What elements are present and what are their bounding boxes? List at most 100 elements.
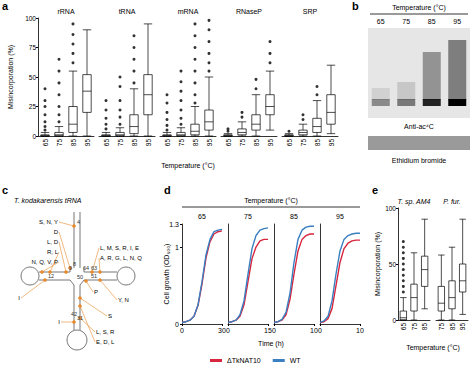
svg-text:10: 10 xyxy=(310,327,318,334)
svg-text:e: e xyxy=(372,184,378,196)
svg-text:A, R, G, L, N, Q: A, R, G, L, N, Q xyxy=(100,255,142,261)
svg-text:100: 100 xyxy=(25,15,36,22)
svg-text:10: 10 xyxy=(356,327,364,334)
svg-text:85: 85 xyxy=(290,213,298,220)
svg-text:d: d xyxy=(164,184,171,196)
svg-text:tRNA: tRNA xyxy=(119,8,136,15)
svg-text:95: 95 xyxy=(459,323,466,331)
svg-text:75: 75 xyxy=(244,213,252,220)
svg-text:65: 65 xyxy=(400,323,407,331)
svg-text:0: 0 xyxy=(392,317,396,324)
svg-text:85: 85 xyxy=(253,139,260,147)
svg-text:SRP: SRP xyxy=(303,8,318,15)
svg-text:65: 65 xyxy=(377,18,385,25)
svg-text:ΔTkNAT10: ΔTkNAT10 xyxy=(227,357,261,364)
svg-text:P: P xyxy=(94,289,98,295)
svg-text:75: 75 xyxy=(29,44,37,51)
svg-text:75: 75 xyxy=(117,139,124,147)
svg-text:65: 65 xyxy=(42,139,49,147)
svg-text:0: 0 xyxy=(175,321,179,328)
svg-text:0: 0 xyxy=(318,327,322,334)
svg-text:Cell growth (OD₆₀₀): Cell growth (OD₆₀₀) xyxy=(163,244,171,305)
svg-text:65: 65 xyxy=(164,139,171,147)
svg-text:65: 65 xyxy=(286,139,293,147)
svg-text:P. fur.: P. fur. xyxy=(443,198,461,205)
svg-text:b: b xyxy=(352,0,359,12)
svg-text:95: 95 xyxy=(267,139,274,147)
svg-text:50: 50 xyxy=(389,261,397,268)
svg-text:Temperature (°C): Temperature (°C) xyxy=(392,4,446,12)
svg-text:75: 75 xyxy=(411,323,418,331)
svg-text:95: 95 xyxy=(328,139,335,147)
svg-text:S, N, Y: S, N, Y xyxy=(39,219,58,225)
svg-text:1.3: 1.3 xyxy=(169,221,179,228)
svg-text:1: 1 xyxy=(175,244,179,251)
svg-text:WT: WT xyxy=(290,357,302,364)
svg-text:mRNA: mRNA xyxy=(178,8,199,15)
svg-text:Anti-ac⁴C: Anti-ac⁴C xyxy=(404,123,434,130)
svg-text:51: 51 xyxy=(91,273,97,279)
svg-text:4: 4 xyxy=(77,219,80,225)
svg-text:63: 63 xyxy=(91,265,97,271)
svg-text:T. sp. AM4: T. sp. AM4 xyxy=(398,198,431,206)
svg-text:95: 95 xyxy=(84,139,91,147)
svg-text:95: 95 xyxy=(206,139,213,147)
svg-text:S: S xyxy=(108,313,112,319)
svg-text:95: 95 xyxy=(453,18,461,25)
svg-text:8: 8 xyxy=(73,261,76,267)
svg-text:85: 85 xyxy=(131,139,138,147)
svg-text:E, D, L: E, D, L xyxy=(96,339,115,345)
svg-text:42: 42 xyxy=(71,311,77,317)
svg-text:Temperature (°C): Temperature (°C) xyxy=(161,162,215,170)
svg-text:N, Q, V, P: N, Q, V, P xyxy=(32,259,58,265)
svg-text:85: 85 xyxy=(421,323,428,331)
svg-text:50: 50 xyxy=(77,274,83,280)
svg-text:Ethidium bromide: Ethidium bromide xyxy=(392,157,447,164)
svg-text:Time (h): Time (h) xyxy=(258,340,284,348)
svg-text:0: 0 xyxy=(180,327,184,334)
svg-text:0: 0 xyxy=(272,327,276,334)
svg-text:T. kodakarensis tRNA: T. kodakarensis tRNA xyxy=(14,197,82,204)
svg-text:85: 85 xyxy=(70,139,77,147)
svg-text:15: 15 xyxy=(264,327,272,334)
svg-text:85: 85 xyxy=(428,18,436,25)
svg-text:Temperature (°C): Temperature (°C) xyxy=(244,197,298,205)
svg-text:65: 65 xyxy=(198,213,206,220)
svg-text:75: 75 xyxy=(402,18,410,25)
svg-text:75: 75 xyxy=(239,139,246,147)
svg-text:25: 25 xyxy=(29,103,37,110)
svg-text:64: 64 xyxy=(83,265,89,271)
svg-text:75: 75 xyxy=(178,139,185,147)
svg-text:65: 65 xyxy=(225,139,232,147)
svg-text:50: 50 xyxy=(29,74,37,81)
svg-text:L, S, R: L, S, R xyxy=(96,329,115,335)
svg-text:75: 75 xyxy=(438,323,445,331)
svg-text:a: a xyxy=(2,0,9,12)
svg-text:L, D: L, D xyxy=(47,239,59,245)
svg-text:85: 85 xyxy=(192,139,199,147)
svg-text:65: 65 xyxy=(103,139,110,147)
svg-text:0: 0 xyxy=(226,327,230,334)
svg-text:95: 95 xyxy=(145,139,152,147)
svg-text:c: c xyxy=(2,184,8,196)
svg-text:0: 0 xyxy=(32,133,36,140)
svg-text:85: 85 xyxy=(449,323,456,331)
svg-text:I: I xyxy=(18,295,20,301)
svg-text:Y, N: Y, N xyxy=(118,297,129,303)
svg-text:12: 12 xyxy=(48,273,54,279)
svg-text:D: D xyxy=(54,229,59,235)
svg-text:9: 9 xyxy=(69,265,72,271)
svg-text:Temperature (°C): Temperature (°C) xyxy=(406,344,460,352)
svg-text:R, L: R, L xyxy=(47,249,59,255)
svg-text:85: 85 xyxy=(314,139,321,147)
svg-text:rRNA: rRNA xyxy=(57,8,74,15)
svg-text:Misincorporation (%): Misincorporation (%) xyxy=(7,45,15,109)
svg-text:I: I xyxy=(58,319,60,325)
svg-text:75: 75 xyxy=(56,139,63,147)
svg-text:Misincorporation (%): Misincorporation (%) xyxy=(374,232,382,296)
svg-text:RNaseP: RNaseP xyxy=(236,8,262,15)
svg-text:100: 100 xyxy=(385,205,396,212)
svg-text:30: 30 xyxy=(218,327,226,334)
svg-text:95: 95 xyxy=(336,213,344,220)
svg-text:31: 31 xyxy=(77,315,83,321)
